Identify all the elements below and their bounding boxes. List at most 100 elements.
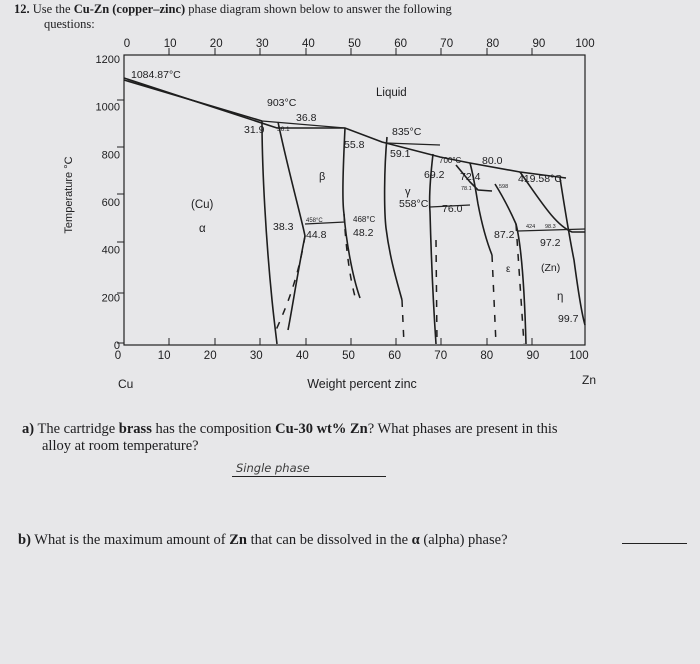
y-axis-ticks: 1200 1000 800 600 400 200 0 bbox=[96, 54, 120, 352]
phase-zn: (Zn) bbox=[541, 262, 560, 274]
solidus-line bbox=[123, 79, 263, 122]
phase-liquid: Liquid bbox=[376, 87, 407, 99]
bottom-tick-80: 80 bbox=[480, 350, 493, 362]
top-tick-30: 30 bbox=[256, 38, 269, 50]
part-a-label: a) bbox=[22, 421, 35, 437]
bottom-tick-100: 100 bbox=[569, 350, 588, 362]
bottom-tick-30: 30 bbox=[250, 350, 263, 362]
question-header: 12. Use the Cu-Zn (copper–zinc) phase di… bbox=[14, 2, 452, 32]
ann-1084: 1084.87°C bbox=[131, 69, 181, 81]
ann-97-2: 97.2 bbox=[540, 237, 561, 249]
question-text-post: phase diagram shown below to answer the … bbox=[188, 2, 452, 16]
ann-87-2: 87.2 bbox=[494, 229, 515, 241]
bottom-tick-70: 70 bbox=[434, 350, 447, 362]
axis-ticks bbox=[117, 48, 533, 345]
ann-76-0: 76.0 bbox=[442, 203, 463, 215]
ann-78-1: 78.1 bbox=[461, 186, 472, 192]
bottom-axis-ticks: 0 10 20 30 40 50 60 70 80 90 100 bbox=[115, 350, 589, 362]
phase-labels: Liquid (Cu) α β γ ε η (Zn) bbox=[191, 87, 563, 303]
top-tick-40: 40 bbox=[302, 38, 315, 50]
bottom-tick-90: 90 bbox=[527, 350, 540, 362]
ann-80-0: 80.0 bbox=[482, 155, 503, 167]
top-tick-20: 20 bbox=[210, 38, 223, 50]
y-tick-1200: 1200 bbox=[96, 54, 120, 66]
epsilon-right-boundary bbox=[494, 183, 527, 345]
ann-36-1: 36.1 bbox=[277, 126, 290, 133]
bottom-tick-10: 10 bbox=[158, 350, 171, 362]
top-tick-60: 60 bbox=[394, 38, 407, 50]
cu-label: Cu bbox=[118, 377, 133, 391]
isotherms bbox=[261, 120, 586, 232]
part-a-question: a) The cartridge brass has the compositi… bbox=[22, 421, 682, 455]
y-axis-label: Temperature °C bbox=[63, 156, 75, 233]
ann-468: 468°C bbox=[353, 215, 376, 224]
y-tick-200: 200 bbox=[102, 292, 120, 304]
top-tick-50: 50 bbox=[348, 38, 361, 50]
ann-419: 419.58°C bbox=[518, 173, 562, 185]
top-tick-90: 90 bbox=[533, 38, 546, 50]
ann-98-3: 98.3 bbox=[545, 224, 556, 230]
part-a-text3: ? What phases are present in this bbox=[367, 421, 558, 437]
top-tick-0: 0 bbox=[124, 38, 130, 50]
ann-69-2: 69.2 bbox=[424, 169, 445, 181]
ann-38-3: 38.3 bbox=[273, 221, 294, 233]
bottom-tick-20: 20 bbox=[204, 350, 217, 362]
phase-eta: η bbox=[557, 291, 563, 303]
part-b-text3: (alpha) phase? bbox=[423, 532, 508, 548]
ann-72-4: 72.4 bbox=[460, 171, 481, 183]
gamma-left-boundary bbox=[383, 136, 403, 301]
plot-frame bbox=[123, 54, 586, 346]
ann-700: 700°C bbox=[439, 156, 462, 165]
part-b-text1: What is the maximum amount of bbox=[34, 532, 226, 548]
liquidus-line bbox=[123, 77, 567, 179]
question-text-pre: Use the bbox=[32, 2, 71, 16]
ann-598: 598 bbox=[499, 184, 508, 190]
y-tick-600: 600 bbox=[102, 197, 120, 209]
ann-424: 424 bbox=[526, 224, 535, 230]
phase-cu: (Cu) bbox=[191, 199, 214, 211]
bottom-tick-40: 40 bbox=[296, 350, 309, 362]
delta-region bbox=[455, 164, 493, 192]
cu-zn-phase-diagram: 0 10 20 30 40 50 60 70 80 90 100 0 10 20 30 40 50 60 70 80… bbox=[63, 38, 596, 391]
ann-48-2: 48.2 bbox=[353, 227, 374, 239]
ann-44-8: 44.8 bbox=[306, 229, 327, 241]
x-axis-label: Weight percent zinc bbox=[307, 377, 417, 391]
beta-right-boundary bbox=[342, 127, 361, 299]
part-a-bold-brass: brass bbox=[118, 421, 152, 437]
phase-beta: β bbox=[319, 171, 325, 183]
question-number: 12. bbox=[14, 2, 30, 16]
part-a-answer-field[interactable]: Single phase bbox=[232, 460, 386, 477]
ann-903: 903°C bbox=[267, 97, 297, 109]
top-axis-ticks: 0 10 20 30 40 50 60 70 80 90 100 bbox=[124, 38, 595, 50]
ann-558: 558°C bbox=[399, 198, 429, 210]
diagram-annotations: 1084.87°C 903°C 36.8 31.9 36.1 835°C 55.… bbox=[131, 69, 579, 325]
y-tick-800: 800 bbox=[102, 149, 120, 161]
eta-solvus bbox=[559, 177, 586, 326]
bottom-tick-0: 0 bbox=[115, 350, 121, 362]
part-b-alpha-symbol: α bbox=[411, 532, 420, 548]
part-b-question: b) What is the maximum amount of Zn that… bbox=[18, 532, 678, 549]
epsilon-left-boundary bbox=[469, 162, 493, 256]
part-a-text-line2: alloy at room temperature? bbox=[42, 438, 199, 454]
top-tick-70: 70 bbox=[440, 38, 453, 50]
dashed-boundaries bbox=[275, 213, 525, 345]
part-b-text2: that can be dissolved in the bbox=[250, 532, 409, 548]
phase-alpha: α bbox=[199, 223, 206, 235]
part-b-answer-blank[interactable] bbox=[622, 543, 687, 544]
top-tick-80: 80 bbox=[486, 38, 499, 50]
beta-left-boundary bbox=[277, 121, 306, 331]
ann-458: 458°C bbox=[306, 218, 323, 224]
bottom-tick-60: 60 bbox=[388, 350, 401, 362]
ann-31-9: 31.9 bbox=[244, 124, 265, 136]
top-tick-10: 10 bbox=[164, 38, 177, 50]
gamma-right-boundary bbox=[428, 153, 437, 345]
y-tick-1000: 1000 bbox=[96, 102, 120, 114]
zn-eutectic-line bbox=[519, 171, 585, 233]
question-text-line2: questions: bbox=[44, 17, 95, 31]
phase-gamma: γ bbox=[405, 186, 411, 198]
phase-boundaries bbox=[123, 77, 586, 345]
y-tick-400: 400 bbox=[102, 245, 120, 257]
part-b-label: b) bbox=[18, 532, 31, 548]
ann-835: 835°C bbox=[392, 126, 422, 138]
alpha-solvus bbox=[261, 120, 278, 345]
